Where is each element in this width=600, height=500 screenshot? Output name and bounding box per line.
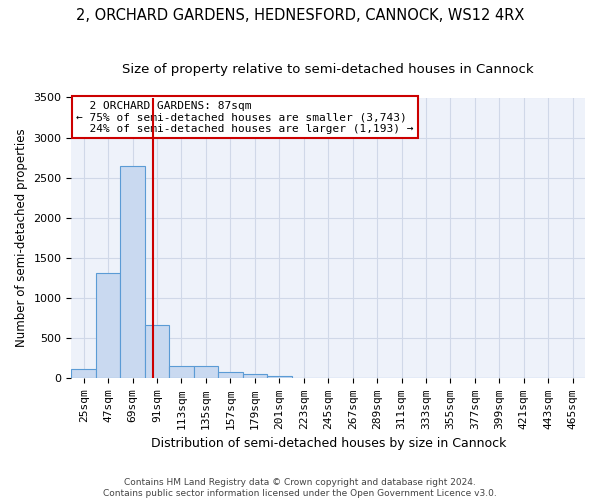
Bar	[218, 372, 242, 378]
Bar	[267, 376, 292, 378]
Title: Size of property relative to semi-detached houses in Cannock: Size of property relative to semi-detach…	[122, 62, 534, 76]
Y-axis label: Number of semi-detached properties: Number of semi-detached properties	[15, 128, 28, 348]
Text: Contains HM Land Registry data © Crown copyright and database right 2024.
Contai: Contains HM Land Registry data © Crown c…	[103, 478, 497, 498]
Bar	[169, 366, 194, 378]
Text: 2, ORCHARD GARDENS, HEDNESFORD, CANNOCK, WS12 4RX: 2, ORCHARD GARDENS, HEDNESFORD, CANNOCK,…	[76, 8, 524, 22]
Text: 2 ORCHARD GARDENS: 87sqm
← 75% of semi-detached houses are smaller (3,743)
  24%: 2 ORCHARD GARDENS: 87sqm ← 75% of semi-d…	[76, 100, 414, 134]
Bar	[71, 369, 96, 378]
Bar	[145, 324, 169, 378]
X-axis label: Distribution of semi-detached houses by size in Cannock: Distribution of semi-detached houses by …	[151, 437, 506, 450]
Bar	[194, 366, 218, 378]
Bar	[242, 374, 267, 378]
Bar	[96, 274, 121, 378]
Bar	[121, 166, 145, 378]
